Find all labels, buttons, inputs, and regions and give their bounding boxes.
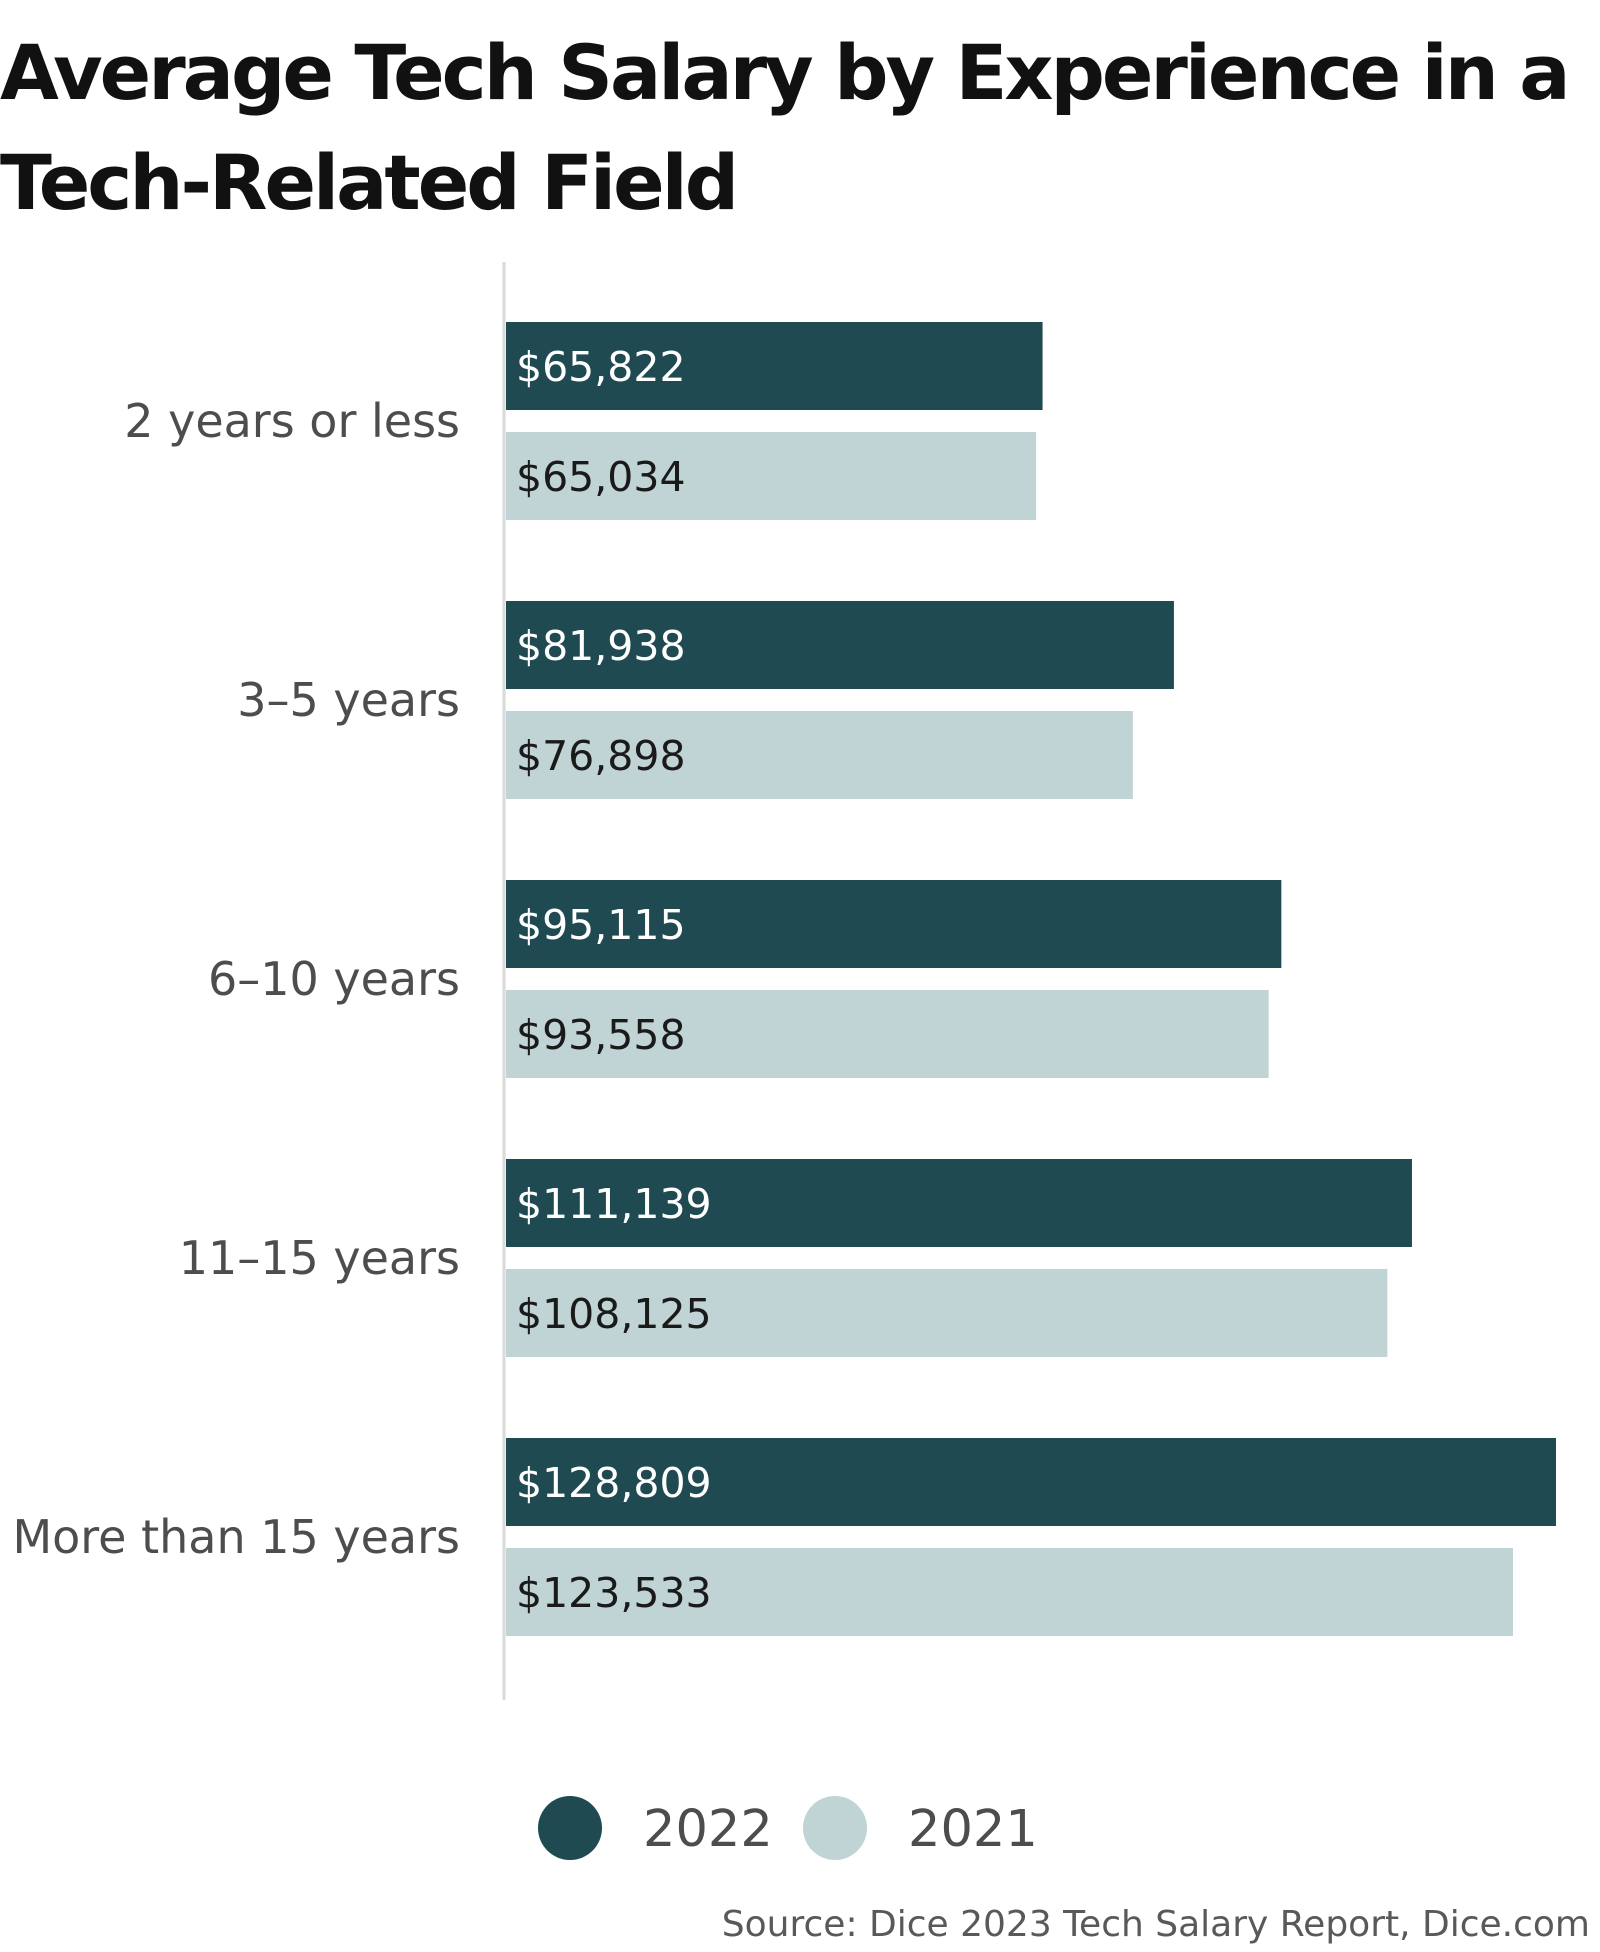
value-label-2021-2-years-or-less: $65,034: [516, 453, 686, 501]
category-label-2-years-or-less: 2 years or less: [124, 394, 460, 448]
value-label-2022-11-15-years: $111,139: [516, 1180, 712, 1228]
bar-2022-11-15-years: [506, 1159, 1412, 1247]
value-label-2022-2-years-or-less: $65,822: [516, 343, 686, 391]
bar-2021-3-5-years: [506, 711, 1133, 799]
bar-2022-2-years-or-less: [506, 322, 1043, 410]
value-label-2021-3-5-years: $76,898: [516, 732, 686, 780]
legend-label-2021: 2021: [908, 1800, 1038, 1859]
value-label-2021-6-10-years: $93,558: [516, 1011, 686, 1059]
bar-2021-more-than-15-years: [506, 1548, 1513, 1636]
value-label-2022-6-10-years: $95,115: [516, 901, 686, 949]
legend-swatch-2021: [803, 1796, 867, 1860]
chart-title: Average Tech Salary by Experience in a T…: [0, 28, 1571, 227]
category-label-6-10-years: 6–10 years: [208, 952, 460, 1006]
legend-label-2022: 2022: [643, 1800, 773, 1859]
category-label-3-5-years: 3–5 years: [237, 673, 460, 727]
value-label-2021-11-15-years: $108,125: [516, 1290, 712, 1338]
bar-2022-3-5-years: [506, 601, 1174, 689]
bar-2021-6-10-years: [506, 990, 1269, 1078]
bars-layer: 2 years or less $65,822 $65,034 3–5 years $8…: [12, 322, 1556, 1636]
source-note: Source: Dice 2023 Tech Salary Report, Di…: [721, 1904, 1590, 1945]
category-label-more-than-15-years: More than 15 years: [12, 1510, 460, 1564]
legend: 2022 2021: [538, 1796, 1038, 1860]
legend-swatch-2022: [538, 1796, 602, 1860]
bar-2022-more-than-15-years: [506, 1438, 1556, 1526]
bar-2021-11-15-years: [506, 1269, 1388, 1357]
bar-2022-6-10-years: [506, 880, 1282, 968]
value-label-2022-more-than-15-years: $128,809: [516, 1459, 712, 1507]
category-label-11-15-years: 11–15 years: [179, 1231, 460, 1285]
value-label-2022-3-5-years: $81,938: [516, 622, 686, 670]
value-label-2021-more-than-15-years: $123,533: [516, 1569, 712, 1617]
bar-2021-2-years-or-less: [506, 432, 1037, 520]
